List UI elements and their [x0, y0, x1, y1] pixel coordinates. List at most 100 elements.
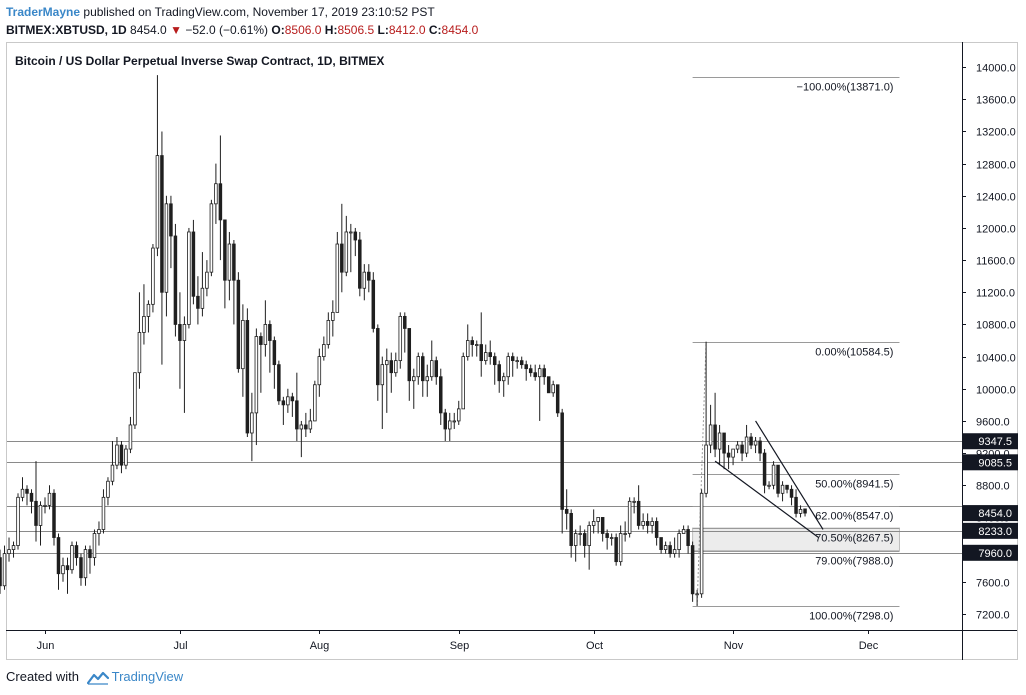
candle-body: [137, 332, 142, 374]
candle-body: [110, 464, 115, 482]
candle-body: [483, 352, 488, 362]
price-tick-label: 12800.0: [976, 160, 1016, 172]
candle-body: [663, 545, 668, 550]
candle-body: [731, 448, 735, 458]
candle-body: [2, 553, 7, 587]
price-tick-label: 10800.0: [976, 320, 1016, 332]
candle-body: [326, 320, 331, 345]
candle-body: [510, 356, 515, 362]
candle-body: [668, 545, 672, 555]
price-tag-label: 8233.0: [978, 526, 1012, 538]
candle-body: [497, 364, 501, 382]
candle-body: [187, 231, 191, 325]
candle-body: [295, 400, 299, 430]
candle-body: [717, 432, 722, 450]
candle-body: [178, 324, 182, 341]
candle-body: [439, 376, 443, 414]
candle-body: [160, 155, 164, 293]
candle-body: [645, 521, 650, 526]
fib-level-label: −100.00%(13871.0): [797, 82, 894, 94]
price-tick-label: 10400.0: [976, 353, 1016, 365]
candle-body: [501, 376, 506, 382]
candle-body: [16, 496, 20, 546]
time-tick-label: Sep: [450, 640, 470, 652]
candle-body: [546, 376, 551, 394]
candle-body: [340, 243, 344, 273]
candle-body: [344, 231, 349, 273]
symbol-line: BITMEX:XBTUSD, 1D 8454.0 ▼ −52.0 (−0.61%…: [6, 21, 1016, 39]
candle-body: [555, 384, 560, 414]
candle-body: [465, 340, 470, 358]
author-name[interactable]: TraderMayne: [6, 5, 81, 19]
candle-body: [286, 396, 290, 406]
candle-body: [79, 557, 83, 579]
candle-body: [371, 279, 376, 329]
candle-body: [470, 340, 474, 345]
candle-body: [677, 533, 681, 550]
candle-body: [133, 372, 137, 426]
created-with-text: Created with: [6, 669, 79, 684]
candle-body: [169, 203, 173, 237]
candle-body: [605, 533, 609, 538]
price-tag-box: [963, 454, 1018, 471]
candle-body: [232, 243, 236, 281]
candle-body: [101, 496, 106, 530]
price-change: −52.0 (−0.61%): [185, 23, 269, 37]
candle-body: [313, 384, 317, 422]
candle-body: [196, 295, 200, 309]
candlestick-chart[interactable]: −100.00%(13871.0) 0.00%(10584.5) 50.00%(89…: [0, 42, 1026, 660]
candle-body: [794, 496, 798, 514]
candle-body: [519, 360, 524, 366]
candle-body: [785, 484, 789, 490]
chart-area[interactable]: −100.00%(13871.0) 0.00%(10584.5) 50.00%(89…: [0, 42, 1026, 660]
tradingview-brand[interactable]: TradingView: [111, 669, 184, 684]
price-tag-box: [963, 433, 1018, 450]
candle-body: [74, 545, 79, 559]
price-tag-box: [963, 522, 1018, 539]
candle-body: [537, 368, 542, 378]
price-tick-label: 12000.0: [976, 224, 1016, 236]
candle-body: [704, 444, 708, 494]
candle-body: [672, 549, 677, 555]
candle-body: [448, 420, 452, 430]
candle-body: [542, 368, 546, 378]
time-tick-label: Dec: [859, 640, 879, 652]
price-tick-label: 7600.0: [976, 578, 1010, 590]
candle-body: [250, 412, 254, 434]
candle-body: [461, 356, 465, 410]
candle-body: [331, 311, 335, 321]
candle-body: [97, 529, 101, 534]
candle-body: [456, 408, 461, 422]
candle-body: [349, 231, 353, 234]
candle-body: [636, 500, 641, 526]
candle-body: [425, 376, 430, 382]
candle-body: [479, 344, 483, 362]
candle-body: [367, 271, 371, 281]
candle-body: [591, 521, 596, 526]
candle-body: [34, 500, 38, 526]
candle-body: [452, 420, 457, 423]
candle-body: [259, 336, 263, 345]
candle-body: [155, 155, 160, 249]
candle-body: [474, 344, 479, 346]
candle-body: [430, 360, 434, 378]
candle-body: [744, 436, 749, 454]
candle-body: [569, 513, 573, 546]
candle-body: [560, 412, 564, 510]
candle-body: [47, 492, 52, 506]
low-label: L:: [377, 23, 389, 37]
candle-body: [56, 537, 61, 575]
price-tick-label: 9600.0: [976, 417, 1010, 429]
candle-body: [722, 432, 726, 454]
candle-body: [38, 504, 43, 526]
candle-body: [803, 508, 807, 514]
time-tick-label: Nov: [724, 640, 744, 652]
candle-body: [726, 452, 731, 458]
candle-body: [416, 356, 421, 378]
candle-body: [61, 565, 65, 575]
candle-body: [124, 448, 128, 466]
candle-body: [434, 360, 439, 378]
candle-body: [623, 533, 627, 535]
candle-body: [749, 436, 753, 446]
time-tick-label: Oct: [586, 640, 603, 652]
